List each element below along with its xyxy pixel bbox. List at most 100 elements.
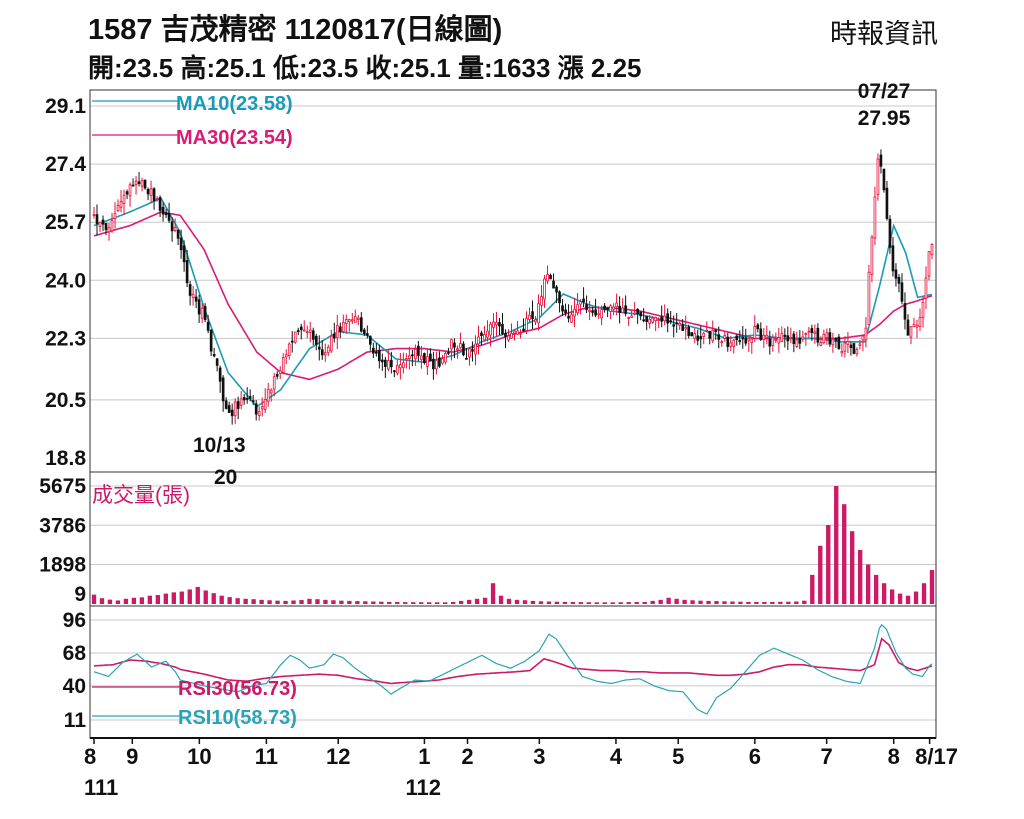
candle-body xyxy=(840,350,844,354)
panel-frame xyxy=(89,471,937,607)
candle-body xyxy=(603,305,606,310)
rsi10-line xyxy=(93,623,933,715)
month-label: 12 xyxy=(326,744,350,769)
candle-body xyxy=(489,323,492,336)
candle-body xyxy=(612,306,615,310)
volume-bar xyxy=(107,599,113,604)
candlesticks xyxy=(92,149,934,425)
candle-body xyxy=(645,315,648,322)
rsi-lines xyxy=(93,623,933,715)
volume-bar xyxy=(147,595,153,604)
candle-body xyxy=(242,396,246,401)
volume-bar xyxy=(850,531,855,604)
candle-body xyxy=(501,323,504,334)
candle-body xyxy=(408,355,411,359)
candle-body xyxy=(266,388,270,402)
candle-body xyxy=(432,358,435,370)
candle-body xyxy=(687,326,691,336)
volume-bar xyxy=(363,601,368,604)
volume-bar xyxy=(674,598,679,604)
candle-body xyxy=(344,319,348,324)
volume-bar xyxy=(650,600,655,604)
candle-body xyxy=(543,278,546,300)
candle-body xyxy=(723,335,727,339)
candle-body xyxy=(170,221,174,232)
candle-body xyxy=(176,229,180,239)
candle-body xyxy=(453,342,456,348)
volume-bar xyxy=(562,601,568,604)
candle-body xyxy=(897,277,901,284)
candle-body xyxy=(98,221,102,227)
volume-bar xyxy=(905,595,911,604)
candle-body xyxy=(690,332,694,337)
candle-body xyxy=(510,333,513,339)
candle-body xyxy=(329,335,333,352)
candle-body xyxy=(675,322,679,325)
candle-body xyxy=(729,342,733,347)
candle-body xyxy=(807,330,811,333)
volume-bar xyxy=(594,602,599,604)
candle-body xyxy=(191,293,195,298)
candle-body xyxy=(350,319,354,322)
volume-bar xyxy=(235,598,240,604)
candle-body xyxy=(311,330,315,340)
volume-bar xyxy=(746,601,751,604)
volume-bar xyxy=(818,545,823,604)
candle-body xyxy=(879,154,883,167)
volume-bar xyxy=(897,593,903,604)
volume-bar xyxy=(865,564,871,604)
volume-bars xyxy=(91,486,935,604)
volume-tick-label: 5675 xyxy=(39,475,86,498)
volume-bar xyxy=(873,574,879,604)
candle-body xyxy=(597,313,600,316)
panel-frames xyxy=(89,89,937,744)
volume-bar xyxy=(379,601,384,604)
candle-body xyxy=(642,319,645,322)
candle-body xyxy=(843,342,847,352)
candle-body xyxy=(338,326,342,332)
candle-body xyxy=(873,196,877,239)
candle-body xyxy=(516,330,519,335)
candle-body xyxy=(435,359,438,370)
candle-body xyxy=(651,317,654,323)
candle-body xyxy=(92,214,96,216)
candle-body xyxy=(870,236,874,275)
candle-body xyxy=(284,354,288,358)
volume-bar xyxy=(634,602,639,604)
year-label: 111 xyxy=(84,775,118,800)
candle-body xyxy=(891,245,895,272)
volume-bar xyxy=(482,597,488,604)
candle-body xyxy=(215,358,219,366)
high-value-annotation: 27.95 xyxy=(858,107,911,130)
low-date-annotation: 10/13 xyxy=(193,434,246,457)
volume-bar xyxy=(778,601,783,604)
candle-body xyxy=(528,314,531,320)
volume-bar xyxy=(227,597,232,604)
volume-bar xyxy=(91,594,97,604)
candle-body xyxy=(750,338,754,344)
candle-body xyxy=(780,332,784,343)
candle-body xyxy=(384,359,387,367)
volume-bar xyxy=(387,601,392,604)
candle-body xyxy=(525,317,528,331)
volume-bar xyxy=(754,601,759,604)
candle-body xyxy=(522,328,525,332)
candle-body xyxy=(122,194,126,204)
candle-body xyxy=(762,334,766,340)
candle-body xyxy=(930,243,934,255)
candle-body xyxy=(182,245,186,263)
candle-body xyxy=(894,269,898,279)
candle-body xyxy=(248,396,252,399)
candle-body xyxy=(495,321,498,326)
volume-bar xyxy=(211,593,216,604)
candle-body xyxy=(768,338,772,347)
volume-bar xyxy=(195,586,200,604)
candle-body xyxy=(846,340,850,345)
volume-bar xyxy=(203,590,208,604)
volume-bar xyxy=(826,524,831,604)
rsi-tick-label: 96 xyxy=(63,609,86,632)
candle-body xyxy=(480,332,483,337)
volume-bar xyxy=(419,602,424,604)
candle-body xyxy=(302,329,306,332)
candle-body xyxy=(272,376,276,390)
